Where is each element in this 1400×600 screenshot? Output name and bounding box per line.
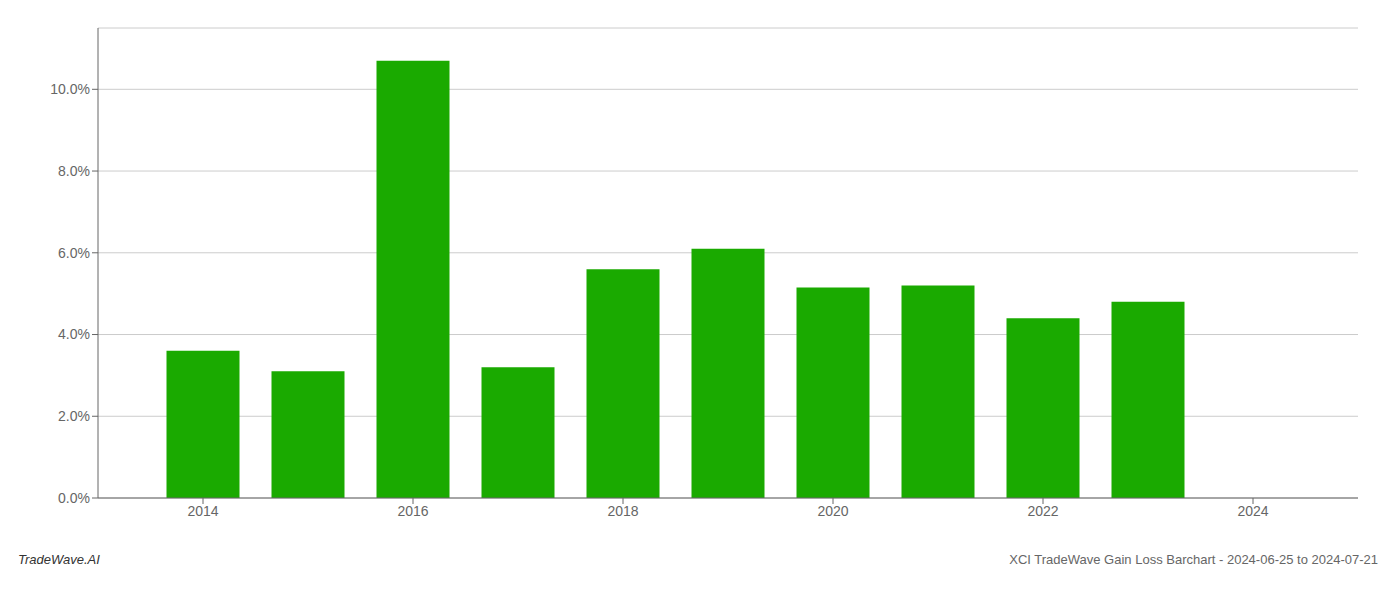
svg-text:2018: 2018	[607, 503, 638, 519]
html-text:XCI TradeWave Gain Loss Barcha: XCI TradeWave Gain Loss Barchart - 2024-…	[1009, 552, 1378, 567]
svg-text:0.0%: 0.0%	[58, 490, 90, 506]
svg-text:10.0%: 10.0%	[50, 81, 90, 97]
html-text:TradeWave.AI: TradeWave.AI	[18, 552, 100, 567]
svg-text:4.0%: 4.0%	[58, 326, 90, 342]
svg-text:6.0%: 6.0%	[58, 245, 90, 261]
svg-text:2014: 2014	[187, 503, 218, 519]
svg-text:2.0%: 2.0%	[58, 408, 90, 424]
svg-text:2016: 2016	[397, 503, 428, 519]
svg-text:8.0%: 8.0%	[58, 163, 90, 179]
svg-text:2022: 2022	[1027, 503, 1058, 519]
svg-text:2020: 2020	[817, 503, 848, 519]
svg-text:2024: 2024	[1237, 503, 1268, 519]
